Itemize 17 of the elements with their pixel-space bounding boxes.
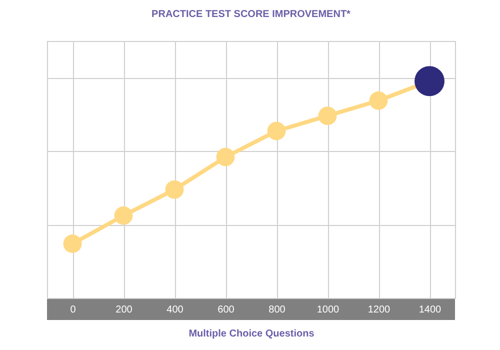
x-tick-label: 200 [116, 304, 133, 316]
x-axis-title: Multiple Choice Questions [188, 328, 315, 340]
point [216, 148, 235, 166]
chart-title: PRACTICE TEST SCORE IMPROVEMENT* [152, 9, 351, 20]
x-tick-label: 800 [268, 304, 286, 316]
x-tick-label: 0 [70, 304, 76, 316]
point [114, 206, 133, 225]
point [63, 234, 82, 253]
x-tick-label: 1400 [418, 304, 442, 316]
point [267, 122, 286, 140]
x-tick-label: 600 [218, 304, 235, 316]
x-tick-label: 1200 [368, 304, 391, 316]
x-tick-label: 400 [166, 304, 184, 316]
point [369, 91, 388, 110]
x-tick-label: 1000 [316, 304, 340, 316]
point [318, 106, 337, 126]
point [165, 180, 184, 199]
